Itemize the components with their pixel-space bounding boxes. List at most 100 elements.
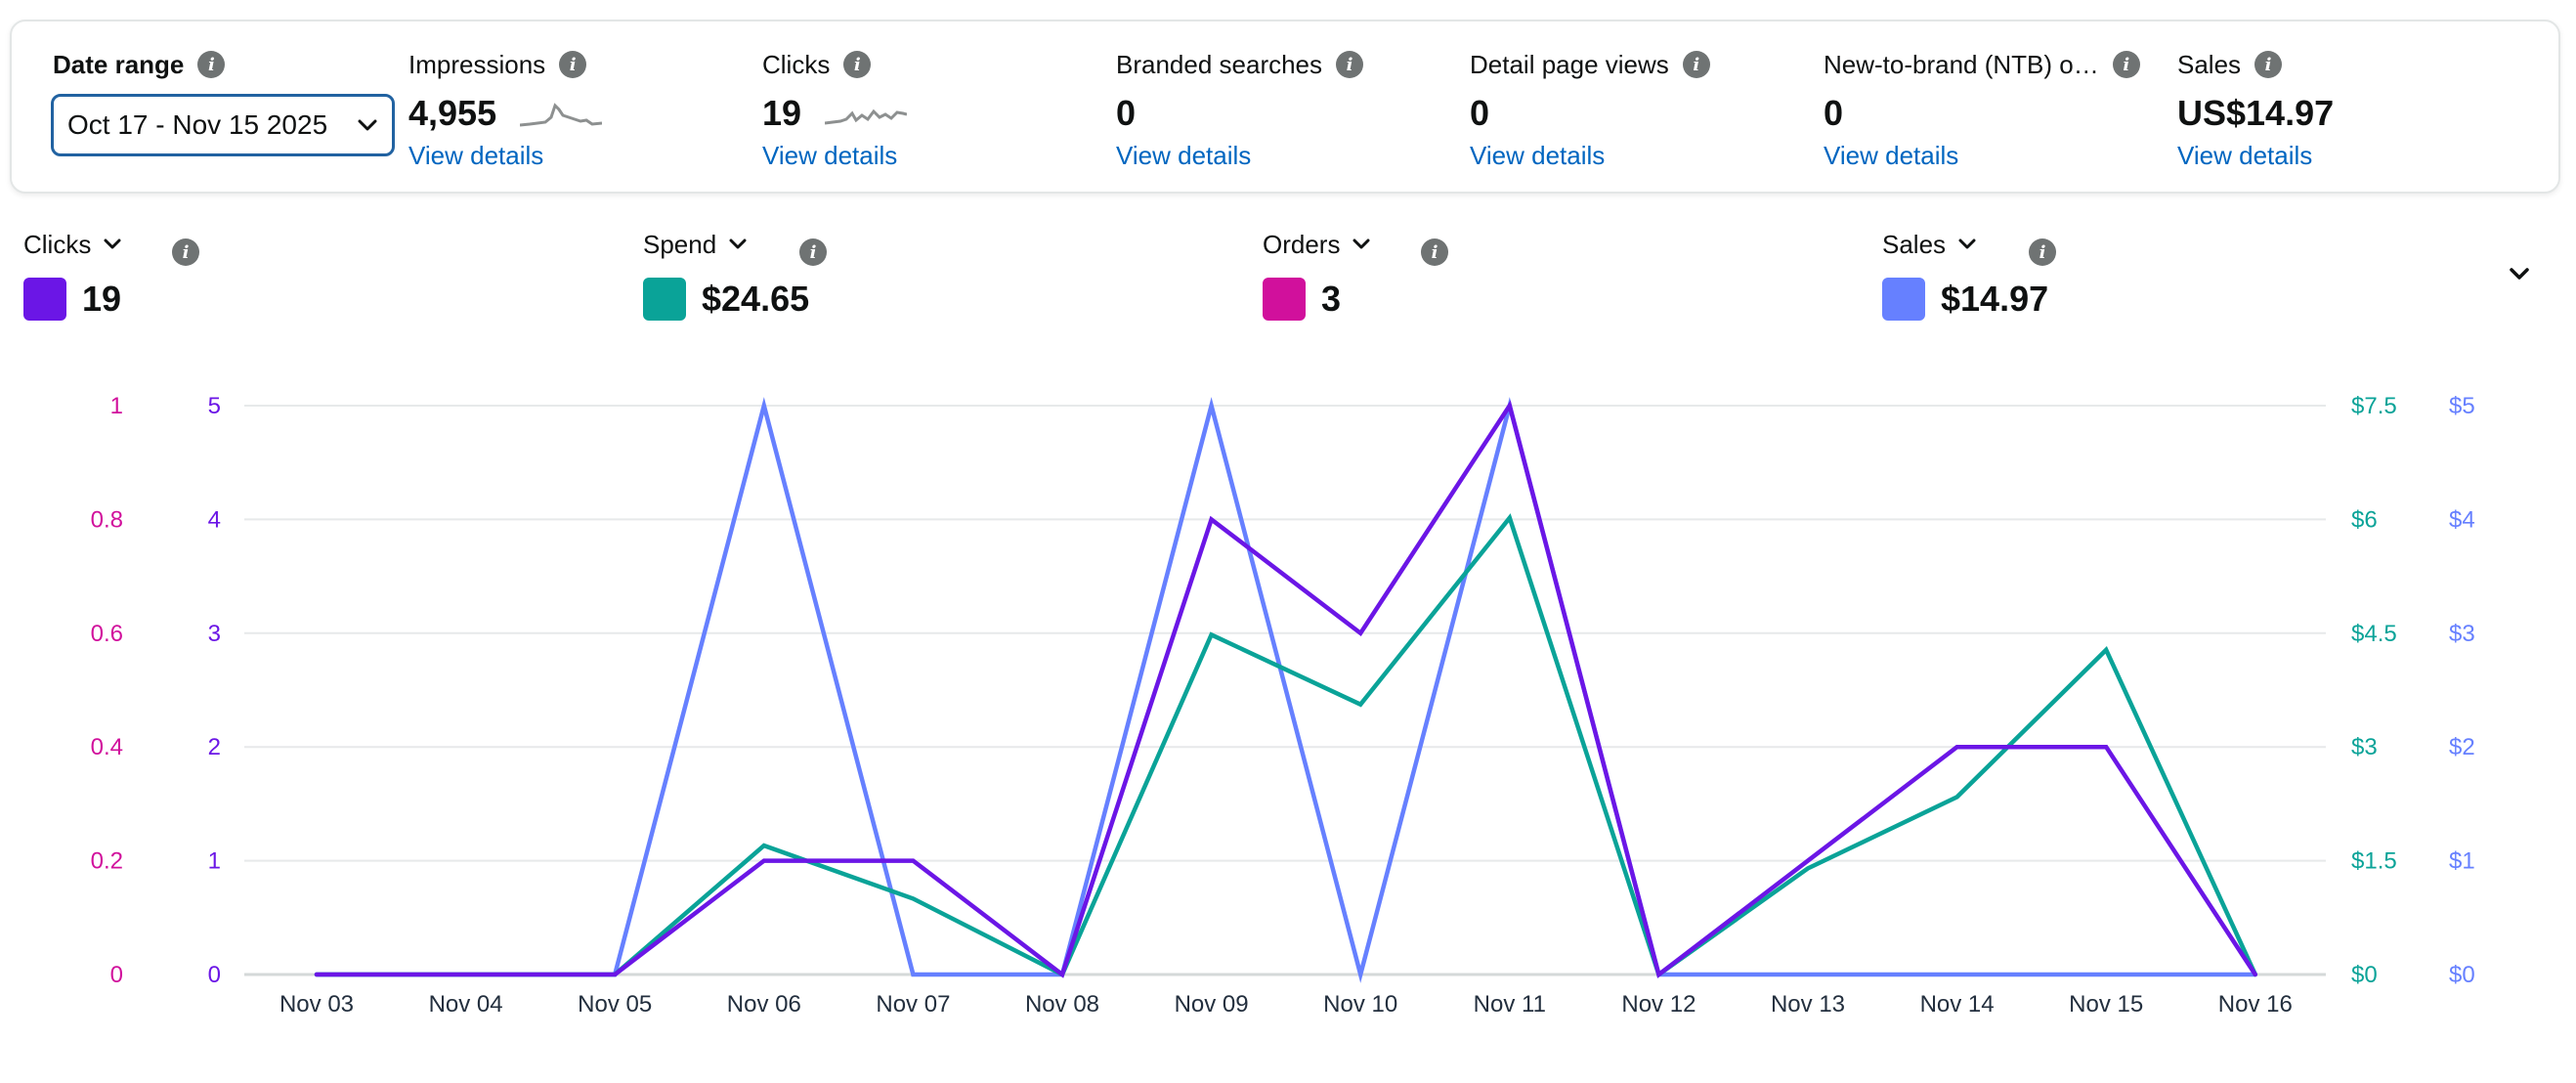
series-name: Spend — [643, 229, 717, 259]
sales-color-swatch — [1882, 278, 1925, 321]
sales-axis-tick: $1 — [2449, 848, 2475, 875]
series-selector-sales: Sales i $14.97 — [1882, 227, 2056, 321]
detail-page-views-view-details-link[interactable]: View details — [1470, 141, 1606, 170]
chevron-down-icon — [1352, 238, 1370, 249]
clicks-label: Clicks — [762, 49, 831, 79]
chevron-down-icon — [729, 238, 747, 249]
x-axis-tick: Nov 09 — [1175, 991, 1249, 1018]
clicks-axis-tick: 0 — [208, 962, 221, 988]
clicks-color-swatch — [23, 278, 66, 321]
info-icon[interactable]: i — [172, 238, 199, 266]
sales-axis-tick: $0 — [2449, 962, 2475, 988]
spend-axis-tick: $1.5 — [2351, 848, 2397, 875]
spend-axis-tick: $7.5 — [2351, 393, 2397, 419]
info-icon[interactable]: i — [799, 238, 827, 266]
orders-axis-tick: 0.4 — [91, 734, 123, 760]
orders-axis-tick: 0.6 — [91, 621, 123, 647]
sales-metric: Sales i US$14.97 View details — [2177, 47, 2334, 171]
impressions-sparkline — [520, 103, 603, 127]
sales-label: Sales — [2177, 49, 2242, 79]
ntb-orders-view-details-link[interactable]: View details — [1824, 141, 1959, 170]
orders-axis-tick: 0.8 — [91, 506, 123, 533]
clicks-sparkline — [825, 108, 908, 125]
impressions-view-details-link[interactable]: View details — [408, 141, 544, 170]
x-axis-tick: Nov 06 — [727, 991, 801, 1018]
series-dropdown-spend[interactable]: Spend — [643, 227, 809, 262]
spend-axis-tick: $6 — [2351, 506, 2378, 533]
series-name: Sales — [1882, 229, 1947, 259]
info-icon[interactable]: i — [2112, 51, 2140, 78]
series-name: Orders — [1263, 229, 1341, 259]
chevron-down-icon — [104, 238, 121, 249]
x-axis-tick: Nov 08 — [1025, 991, 1099, 1018]
sales-axis-tick: $2 — [2449, 734, 2475, 760]
performance-line-chart: 0 0.2 0.4 0.6 0.8 1 0 1 2 3 4 5 $0 $1.5 $3 $4.5 $6 $7.5 $0… — [91, 393, 2475, 1018]
detail-page-views-label: Detail page views — [1470, 49, 1669, 79]
detail-page-views-metric: Detail page views i 0 View details — [1470, 47, 1710, 171]
summary-card: Date range i Oct 17 - Nov 15 2025 Impres… — [10, 20, 2560, 194]
info-icon[interactable]: i — [1336, 51, 1364, 78]
sales-axis-tick: $4 — [2449, 506, 2475, 533]
branded-searches-value: 0 — [1116, 93, 1137, 133]
ntb-orders-label: New-to-brand (NTB) o… — [1824, 49, 2099, 79]
date-range-dropdown[interactable]: Oct 17 - Nov 15 2025 — [51, 94, 395, 156]
series-dropdown-orders[interactable]: Orders — [1263, 227, 1371, 262]
series-dropdown-sales[interactable]: Sales — [1882, 227, 2048, 262]
chevron-down-icon — [1958, 238, 1976, 249]
sales-series-line[interactable] — [314, 397, 2258, 983]
info-icon[interactable]: i — [2254, 51, 2283, 78]
series-total: $24.65 — [702, 279, 810, 319]
orders-axis-tick: 0.2 — [91, 848, 123, 875]
orders-axis-tick: 0 — [110, 962, 123, 988]
ntb-orders-value: 0 — [1824, 93, 1844, 133]
date-range-metric: Date range i — [53, 47, 226, 82]
info-icon[interactable]: i — [559, 51, 587, 78]
x-axis-tick: Nov 05 — [578, 991, 652, 1018]
info-icon[interactable]: i — [2029, 238, 2056, 266]
series-total: 19 — [82, 279, 122, 319]
clicks-axis-tick: 4 — [208, 506, 221, 533]
x-axis-tick: Nov 15 — [2069, 991, 2143, 1018]
sales-axis-tick: $5 — [2449, 393, 2475, 419]
clicks-axis-tick: 3 — [208, 621, 221, 647]
x-axis-tick: Nov 13 — [1771, 991, 1845, 1018]
x-axis-tick: Nov 07 — [876, 991, 950, 1018]
series-total: 3 — [1321, 279, 1342, 319]
series-selector-orders: Orders i 3 — [1263, 227, 1448, 321]
x-axis-tick: Nov 04 — [429, 991, 503, 1018]
spend-axis-tick: $0 — [2351, 962, 2378, 988]
orders-axis-tick: 1 — [110, 393, 123, 419]
clicks-axis-tick: 5 — [208, 393, 221, 419]
series-selector-spend: Spend i $24.65 — [643, 227, 827, 321]
series-dropdown-clicks[interactable]: Clicks — [23, 227, 122, 262]
info-icon[interactable]: i — [197, 51, 226, 78]
x-axis-tick: Nov 16 — [2218, 991, 2293, 1018]
spend-axis-tick: $3 — [2351, 734, 2378, 760]
series-total: $14.97 — [1941, 279, 2049, 319]
clicks-series-line[interactable] — [314, 400, 2258, 978]
orders-color-swatch — [1263, 278, 1306, 321]
clicks-view-details-link[interactable]: View details — [762, 141, 898, 170]
date-range-value: Oct 17 - Nov 15 2025 — [67, 109, 328, 140]
branded-searches-metric: Branded searches i 0 View details — [1116, 47, 1364, 171]
spend-axis-tick: $4.5 — [2351, 621, 2397, 647]
x-axis-tick: Nov 11 — [1474, 991, 1546, 1018]
x-axis-tick: Nov 14 — [1920, 991, 1995, 1018]
clicks-axis-tick: 1 — [208, 848, 221, 875]
sales-value: US$14.97 — [2177, 93, 2335, 133]
info-icon[interactable]: i — [1421, 238, 1448, 266]
x-axis-tick: Nov 12 — [1621, 991, 1696, 1018]
spend-color-swatch — [643, 278, 686, 321]
impressions-label: Impressions — [408, 49, 546, 79]
info-icon[interactable]: i — [843, 51, 872, 78]
sales-view-details-link[interactable]: View details — [2177, 141, 2313, 170]
x-axis-tick: Nov 03 — [279, 991, 354, 1018]
date-range-label: Date range — [53, 49, 185, 79]
detail-page-views-value: 0 — [1470, 93, 1490, 133]
collapse-chart-chevron-icon[interactable] — [2508, 266, 2531, 282]
impressions-metric: Impressions i 4,955 View details — [408, 47, 603, 171]
info-icon[interactable]: i — [1682, 51, 1710, 78]
sales-axis-tick: $3 — [2449, 621, 2475, 647]
branded-searches-view-details-link[interactable]: View details — [1116, 141, 1252, 170]
ntb-orders-metric: New-to-brand (NTB) o… i 0 View details — [1824, 47, 2140, 171]
